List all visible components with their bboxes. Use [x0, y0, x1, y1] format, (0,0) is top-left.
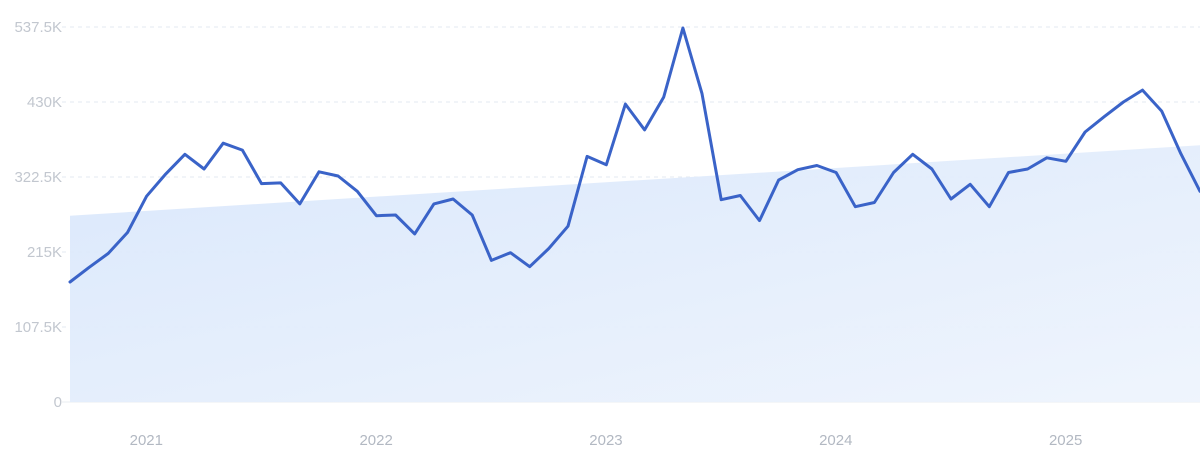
y-tick-label: 430K — [27, 94, 62, 111]
x-tick-label: 2024 — [819, 432, 852, 449]
y-tick-label: 537.5K — [14, 19, 62, 36]
y-axis-ticks: 0 107.5K 215K 322.5K 430K 537.5K — [14, 19, 62, 411]
x-tick-label: 2023 — [589, 432, 622, 449]
y-tick-label: 107.5K — [14, 319, 62, 336]
x-axis-ticks: 2021 2022 2023 2024 2025 — [130, 432, 1083, 449]
y-tick-label: 215K — [27, 244, 62, 261]
trend-area — [70, 145, 1200, 403]
y-tick-label: 322.5K — [14, 169, 62, 186]
series-line — [68, 26, 1200, 284]
x-tick-label: 2025 — [1049, 432, 1082, 449]
x-tick-label: 2022 — [359, 432, 392, 449]
x-tick-label: 2021 — [130, 432, 163, 449]
y-tick-label: 0 — [54, 394, 62, 411]
